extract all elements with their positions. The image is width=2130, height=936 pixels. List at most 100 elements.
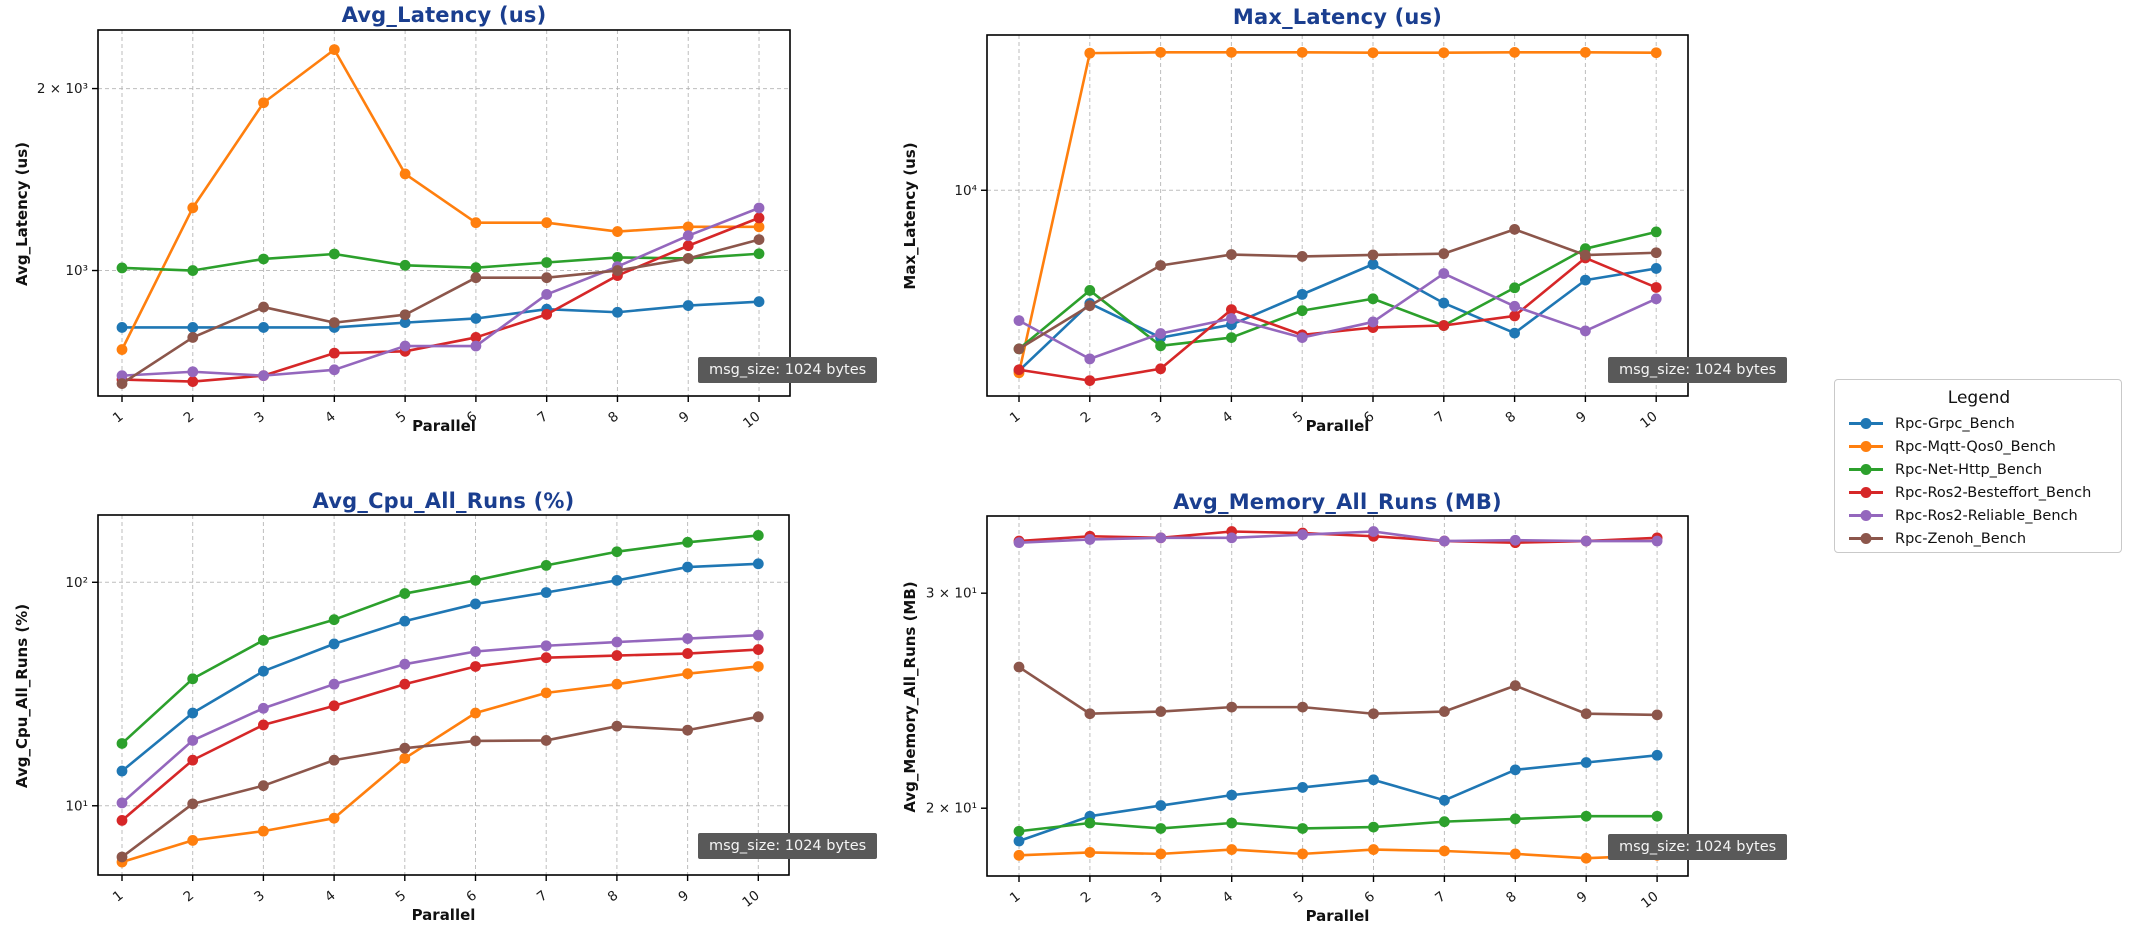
data-point bbox=[1580, 708, 1592, 720]
data-point bbox=[470, 332, 482, 343]
data-point bbox=[187, 322, 199, 333]
data-point bbox=[258, 97, 269, 109]
legend-item-Rpc-Net-Http_Bench: Rpc-Net-Http_Bench bbox=[1847, 458, 2111, 481]
data-point bbox=[1084, 300, 1096, 312]
data-point bbox=[1509, 764, 1521, 776]
data-point bbox=[1226, 844, 1238, 855]
data-point bbox=[470, 313, 482, 324]
data-point bbox=[399, 658, 411, 670]
data-point bbox=[611, 636, 623, 648]
data-point bbox=[328, 44, 340, 56]
legend-title: Legend bbox=[1947, 388, 2011, 408]
data-point bbox=[541, 272, 553, 284]
data-point bbox=[1439, 816, 1450, 828]
data-point bbox=[328, 638, 340, 650]
data-point bbox=[1296, 251, 1308, 262]
data-point bbox=[1226, 817, 1238, 829]
data-point bbox=[1368, 821, 1379, 833]
data-point bbox=[470, 646, 481, 657]
data-point bbox=[1650, 47, 1662, 59]
data-point bbox=[187, 834, 199, 846]
data-point bbox=[1155, 848, 1167, 860]
legend-item-label: Rpc-Net-Http_Bench bbox=[1895, 461, 2043, 478]
data-point bbox=[116, 344, 128, 355]
avg-latency-ylabel: Avg_Latency (us) bbox=[13, 142, 31, 287]
x-tick-label: 5 bbox=[1290, 889, 1307, 907]
data-point bbox=[328, 364, 340, 376]
data-point bbox=[1155, 532, 1167, 544]
x-tick-label: 8 bbox=[1503, 889, 1520, 907]
data-point bbox=[187, 673, 199, 685]
data-point bbox=[1226, 46, 1237, 58]
data-point bbox=[753, 234, 765, 246]
data-point bbox=[116, 851, 128, 863]
data-point bbox=[1084, 353, 1096, 365]
legend: Legend Rpc-Grpc_Bench Rpc-Mqtt-Qos0_Bench… bbox=[1834, 379, 2122, 553]
data-point bbox=[540, 559, 552, 571]
legend-item-Rpc-Grpc_Bench: Rpc-Grpc_Bench bbox=[1847, 412, 2111, 435]
data-point bbox=[399, 742, 411, 754]
data-point bbox=[541, 257, 553, 268]
x-tick-label: 9 bbox=[1574, 889, 1591, 907]
max-latency-title: Max_Latency (us) bbox=[1232, 5, 1443, 29]
avg-latency-msg-size-badge: msg_size: 1024 bytes bbox=[698, 357, 878, 383]
data-point bbox=[328, 700, 340, 712]
data-point bbox=[752, 644, 764, 655]
avg-cpu-msg-size-badge: msg_size: 1024 bytes bbox=[698, 833, 878, 859]
data-point bbox=[1296, 305, 1308, 317]
data-point bbox=[1226, 313, 1237, 324]
avg-latency-title: Avg_Latency (us) bbox=[341, 3, 547, 27]
data-point bbox=[753, 248, 765, 260]
data-point bbox=[1509, 300, 1520, 312]
data-point bbox=[612, 252, 623, 263]
data-point bbox=[753, 202, 765, 214]
data-point bbox=[258, 301, 269, 313]
data-point bbox=[187, 265, 199, 276]
avg-memory-title: Avg_Memory_All_Runs (MB) bbox=[1173, 490, 1502, 514]
data-point bbox=[1439, 535, 1450, 547]
data-point bbox=[258, 665, 269, 677]
data-point bbox=[1297, 701, 1308, 713]
y-tick-label: 3 × 10¹ bbox=[926, 586, 977, 602]
data-point bbox=[682, 300, 694, 311]
data-point bbox=[1155, 260, 1166, 271]
data-point bbox=[187, 798, 199, 810]
data-point bbox=[470, 262, 482, 274]
series-line-Rpc-Grpc_Bench bbox=[1018, 753, 1658, 843]
series-line-Rpc-Zenoh_Bench bbox=[121, 238, 760, 385]
data-point bbox=[612, 306, 623, 318]
x-tick-label: 3 bbox=[251, 888, 268, 906]
data-point bbox=[1509, 534, 1521, 546]
data-point bbox=[682, 240, 694, 252]
data-point bbox=[258, 702, 269, 714]
y-tick-label: 2 × 10¹ bbox=[926, 801, 977, 817]
data-point bbox=[187, 202, 199, 214]
legend-item-Rpc-Ros2-Reliable_Bench: Rpc-Ros2-Reliable_Bench bbox=[1847, 504, 2111, 527]
data-point bbox=[1509, 327, 1520, 339]
data-point bbox=[1580, 757, 1592, 768]
data-point bbox=[470, 598, 481, 610]
data-point bbox=[399, 168, 411, 180]
data-point bbox=[187, 754, 199, 766]
data-point bbox=[540, 652, 552, 664]
data-point bbox=[1368, 708, 1379, 720]
data-point bbox=[470, 707, 481, 719]
data-point bbox=[1084, 375, 1096, 387]
data-point bbox=[328, 754, 340, 766]
data-point bbox=[540, 640, 552, 652]
data-point bbox=[753, 212, 765, 224]
data-point bbox=[1509, 282, 1520, 294]
data-point bbox=[1084, 47, 1096, 59]
data-point bbox=[328, 812, 340, 824]
data-point bbox=[116, 738, 128, 749]
legend-items: Rpc-Grpc_Bench Rpc-Mqtt-Qos0_Bench Rpc-Net… bbox=[1847, 412, 2111, 550]
x-tick-label: 9 bbox=[675, 888, 692, 906]
data-point bbox=[187, 366, 199, 378]
data-point bbox=[1226, 532, 1238, 544]
data-point bbox=[752, 661, 764, 672]
data-point bbox=[187, 735, 199, 746]
data-point bbox=[1155, 706, 1167, 717]
